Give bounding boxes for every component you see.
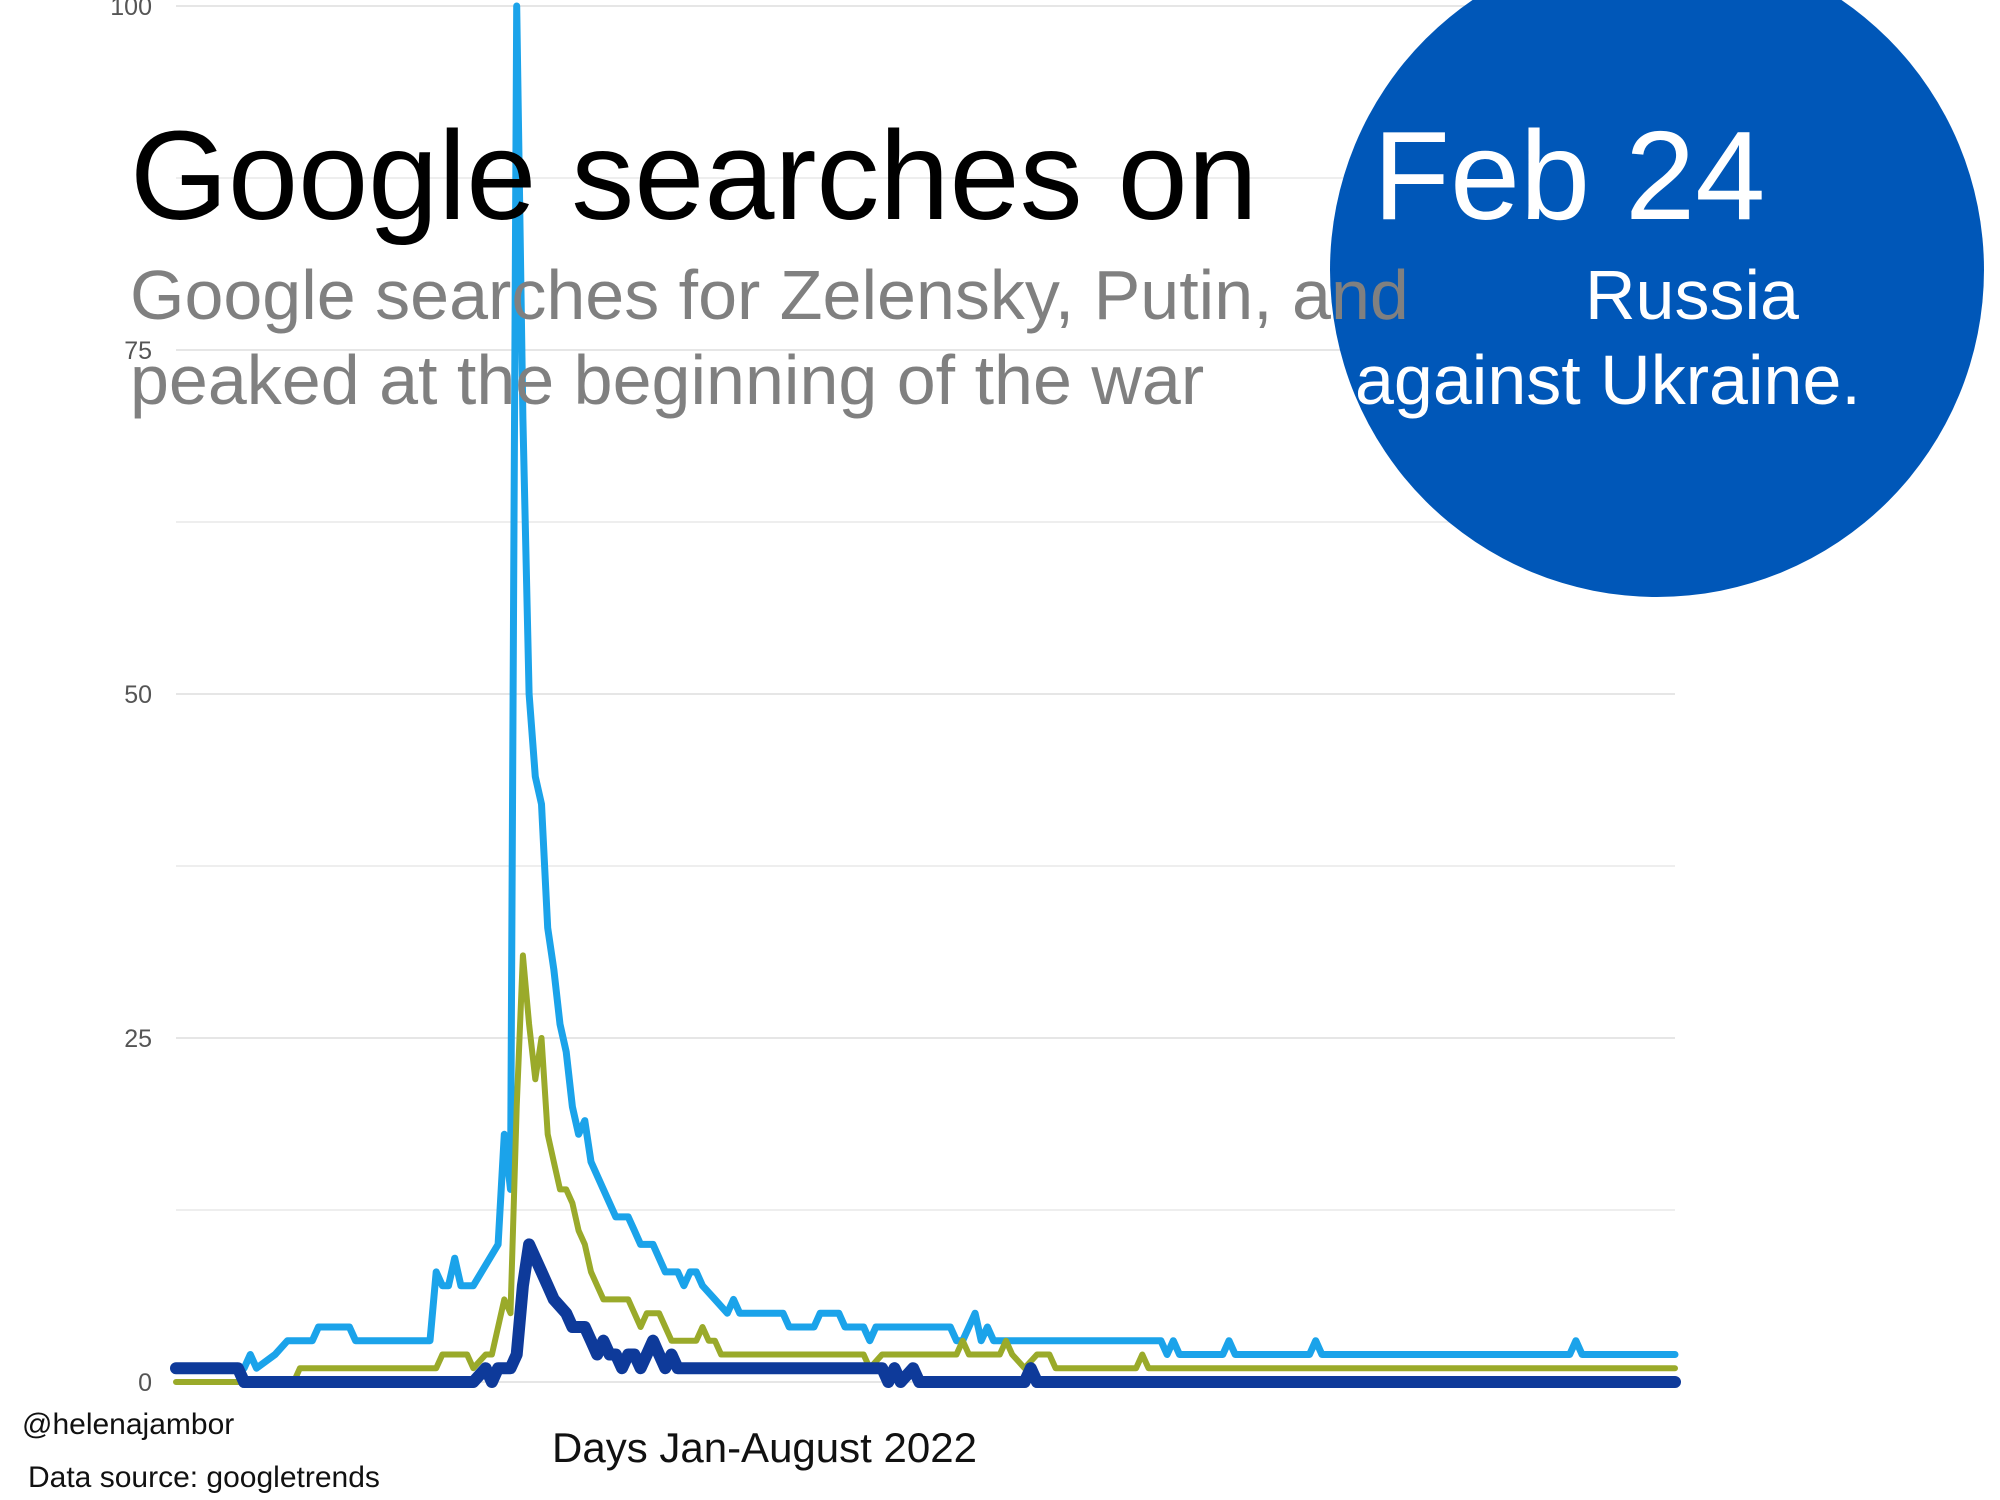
data-source: Data source: googletrends bbox=[28, 1461, 380, 1494]
y-tick-label: 0 bbox=[138, 1369, 152, 1397]
y-tick-label: 100 bbox=[110, 0, 152, 21]
x-axis-label: Days Jan-August 2022 bbox=[552, 1424, 977, 1471]
subtitle-line1-white: Russia bbox=[1585, 256, 1799, 334]
title-highlight: Feb 24 bbox=[1373, 105, 1765, 246]
y-tick-label: 75 bbox=[124, 337, 152, 365]
grid-lines bbox=[176, 5, 1675, 1383]
series-line-3 bbox=[170, 1238, 1681, 1388]
title-prefix: Google searches on bbox=[130, 105, 1258, 246]
subtitle-line2-white: against Ukraine. bbox=[1355, 341, 1861, 419]
series-line-1 bbox=[172, 2, 1679, 1372]
highlight-circle bbox=[1330, 0, 1984, 597]
series-line-2 bbox=[173, 952, 1678, 1385]
subtitle-line2-grey: peaked at the beginning of the war bbox=[130, 341, 1204, 419]
y-axis-ticks: 0 25 50 75 100 bbox=[110, 0, 152, 1397]
series-lines bbox=[170, 2, 1681, 1388]
y-tick-label: 50 bbox=[124, 681, 152, 709]
credit-handle: @helenajambor bbox=[22, 1408, 234, 1441]
subtitle-line1-grey: Google searches for Zelensky, Putin, and bbox=[130, 256, 1409, 334]
y-tick-label: 25 bbox=[124, 1025, 152, 1053]
